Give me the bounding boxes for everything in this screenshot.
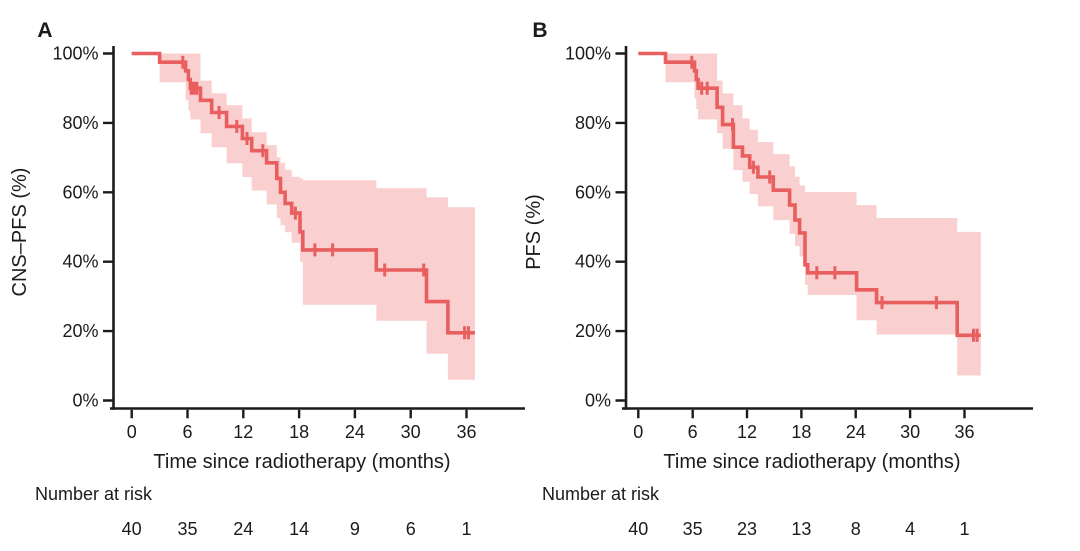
x-tick-label: 30 xyxy=(401,422,421,442)
x-tick-label: 12 xyxy=(233,422,253,442)
x-tick-marks xyxy=(130,409,468,419)
y-tick-label: 40% xyxy=(575,252,611,272)
risk-table-header: Number at risk xyxy=(542,484,660,504)
y-tick-label: 0% xyxy=(585,391,611,411)
y-tick-label: 60% xyxy=(575,182,611,202)
risk-count: 4 xyxy=(905,519,915,539)
panel-letter: B xyxy=(532,19,547,42)
y-tick-label: 20% xyxy=(62,321,98,341)
risk-count: 13 xyxy=(791,519,811,539)
x-tick-label: 0 xyxy=(633,422,643,442)
confidence-band xyxy=(665,53,981,376)
x-tick-label: 30 xyxy=(900,422,920,442)
x-tick-marks xyxy=(637,409,966,419)
y-tick-label: 80% xyxy=(575,113,611,133)
risk-count: 1 xyxy=(461,519,471,539)
survival-curve xyxy=(638,51,981,338)
y-tick-label: 40% xyxy=(62,252,98,272)
risk-count: 8 xyxy=(851,519,861,539)
x-tick-label: 18 xyxy=(791,422,811,442)
y-tick-marks xyxy=(103,52,114,402)
x-tick-label: 24 xyxy=(846,422,866,442)
risk-count: 40 xyxy=(122,519,142,539)
risk-count: 14 xyxy=(289,519,309,539)
risk-count: 35 xyxy=(177,519,197,539)
risk-table-header: Number at risk xyxy=(35,484,153,504)
censor-marks xyxy=(181,55,470,340)
risk-count: 24 xyxy=(233,519,253,539)
x-tick-label: 6 xyxy=(182,422,192,442)
y-axis-title: CNS–PFS (%) xyxy=(9,168,31,297)
confidence-band xyxy=(159,53,475,380)
risk-count: 35 xyxy=(683,519,703,539)
y-tick-label: 100% xyxy=(565,44,611,64)
y-axis-title: PFS (%) xyxy=(523,194,545,270)
risk-count: 6 xyxy=(406,519,416,539)
y-tick-label: 20% xyxy=(575,321,611,341)
y-tick-label: 100% xyxy=(52,44,98,64)
x-tick-label: 36 xyxy=(954,422,974,442)
x-tick-label: 0 xyxy=(127,422,137,442)
x-tick-label: 6 xyxy=(688,422,698,442)
panel-letter: A xyxy=(37,19,52,42)
x-tick-label: 18 xyxy=(289,422,309,442)
x-tick-label: 12 xyxy=(737,422,757,442)
survival-curve xyxy=(131,51,475,335)
x-axis-title: Time since radiotherapy (months) xyxy=(663,451,960,473)
x-tick-label: 36 xyxy=(456,422,476,442)
risk-count: 23 xyxy=(737,519,757,539)
risk-count: 1 xyxy=(959,519,969,539)
risk-count: 40 xyxy=(628,519,648,539)
y-tick-label: 80% xyxy=(62,113,98,133)
y-tick-label: 60% xyxy=(62,182,98,202)
risk-count: 9 xyxy=(350,519,360,539)
censor-marks xyxy=(690,55,979,342)
y-tick-marks xyxy=(615,52,626,402)
x-axis-title: Time since radiotherapy (months) xyxy=(153,451,450,473)
x-tick-label: 24 xyxy=(345,422,365,442)
km-panel-a: 100% 80% 60% 40% 20% 0% 0 6 12 18 24 30 36 Time since… xyxy=(9,19,525,539)
y-tick-label: 0% xyxy=(72,391,98,411)
